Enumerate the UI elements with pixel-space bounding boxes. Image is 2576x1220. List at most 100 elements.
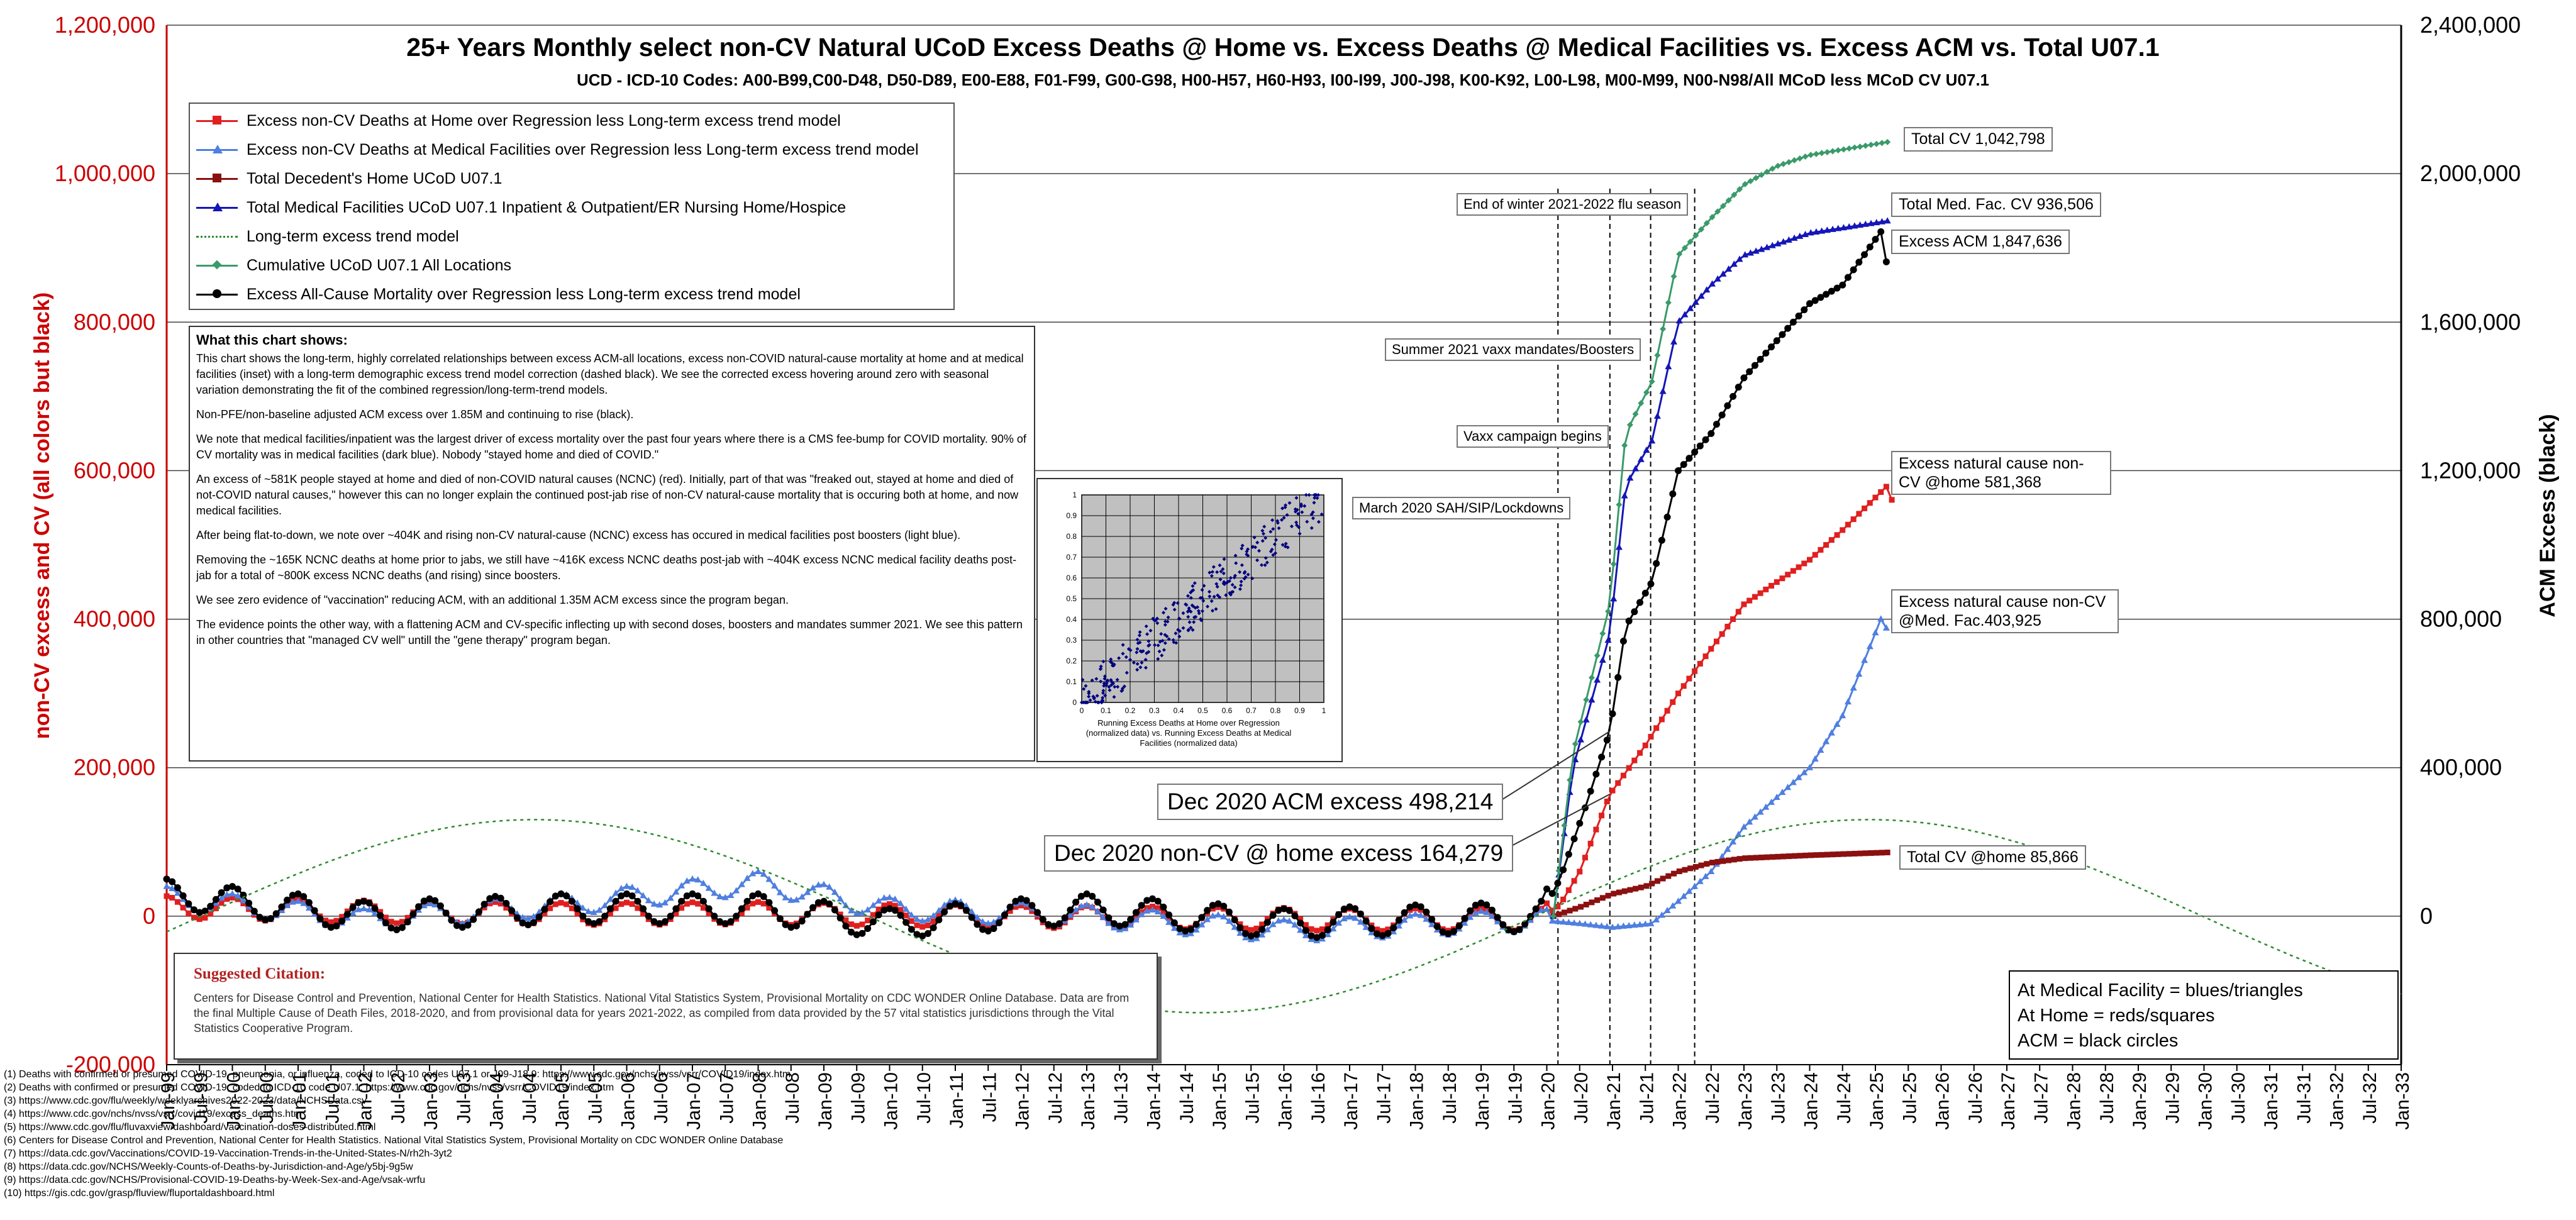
data-point <box>1718 853 1726 860</box>
data-point <box>1611 890 1617 897</box>
explanation-box: What this chart shows: This chart shows … <box>189 326 1035 762</box>
data-point <box>848 907 855 914</box>
explanation-paragraph: Removing the ~165K NCNC deaths at home p… <box>196 553 1017 582</box>
data-point <box>1708 646 1714 652</box>
data-point <box>1594 676 1601 683</box>
inset-data-point <box>1107 685 1111 689</box>
data-point <box>1357 918 1364 925</box>
data-point <box>1851 144 1858 151</box>
inset-data-point <box>1294 523 1299 528</box>
data-point <box>804 911 811 918</box>
data-point <box>1669 490 1677 497</box>
inset-data-point <box>1135 667 1140 672</box>
data-point <box>1784 784 1792 790</box>
data-point <box>618 884 625 891</box>
data-point <box>962 902 970 909</box>
data-point <box>1835 225 1842 231</box>
explanation-paragraph: This chart shows the long-term, highly c… <box>196 352 1024 396</box>
inset-data-point <box>1122 684 1126 689</box>
data-point <box>1713 421 1720 428</box>
data-point <box>360 897 367 905</box>
data-point <box>1764 854 1770 860</box>
inset-data-point <box>1253 545 1258 550</box>
inset-x-tick-label: 0.6 <box>1222 706 1233 715</box>
data-point <box>765 875 773 882</box>
data-point <box>1039 916 1046 923</box>
data-point <box>1807 557 1813 563</box>
data-point <box>426 895 433 902</box>
data-point <box>245 899 253 907</box>
data-point <box>820 897 828 905</box>
data-point <box>897 899 904 906</box>
callout-total-cv-home: Total CV @home 85,866 <box>1899 845 2086 870</box>
data-point <box>952 900 959 907</box>
data-point <box>541 911 548 917</box>
inset-y-tick-label: 0.1 <box>1066 677 1077 686</box>
data-point <box>1675 317 1683 324</box>
data-point <box>930 912 937 919</box>
data-point <box>1379 928 1385 934</box>
x-tick-label: Jan-13 <box>1078 1072 1099 1130</box>
data-point <box>1308 926 1314 932</box>
data-point <box>1637 455 1645 462</box>
legend-label: Excess All-Cause Mortality over Regressi… <box>247 286 801 303</box>
inset-data-point <box>1265 560 1269 565</box>
x-tick-label: Jan-05 <box>552 1072 573 1130</box>
data-point <box>223 890 231 897</box>
data-point <box>1680 461 1687 469</box>
data-point <box>1648 734 1654 740</box>
data-point <box>1818 546 1824 553</box>
inset-data-point <box>1189 609 1193 614</box>
inset-data-point <box>1113 685 1117 689</box>
inset-data-point <box>1166 615 1170 619</box>
inset-data-point <box>1202 584 1206 588</box>
data-point <box>1395 922 1402 929</box>
data-point <box>1231 916 1238 924</box>
data-point <box>541 906 548 913</box>
inset-data-point <box>1221 581 1226 585</box>
data-point <box>645 897 652 904</box>
data-point <box>1828 729 1835 736</box>
inset-data-point <box>1311 516 1315 521</box>
data-point <box>1801 768 1808 775</box>
inset-data-point <box>1087 691 1091 696</box>
data-point <box>1499 921 1507 928</box>
data-point <box>1884 138 1891 145</box>
data-point <box>721 894 729 901</box>
inset-data-point <box>1293 509 1297 514</box>
data-point <box>568 897 575 905</box>
data-point <box>656 901 663 908</box>
data-point <box>1824 851 1830 858</box>
inset-data-point <box>1131 660 1136 665</box>
data-point <box>1176 929 1184 936</box>
inset-data-point <box>1280 506 1285 511</box>
data-point <box>1867 500 1873 506</box>
data-point <box>1632 411 1639 418</box>
data-point <box>475 908 482 916</box>
data-point <box>1670 273 1677 280</box>
data-point <box>1862 142 1869 149</box>
data-point <box>1811 755 1819 762</box>
data-point <box>1132 916 1140 923</box>
data-point <box>1790 568 1796 574</box>
inset-data-point <box>1200 588 1204 592</box>
data-point <box>1253 931 1260 938</box>
inset-x-tick-label: 0.7 <box>1246 706 1257 715</box>
inset-data-point <box>1284 541 1288 546</box>
inset-data-point <box>1270 518 1275 523</box>
data-point <box>1072 906 1080 913</box>
data-point <box>1774 240 1782 247</box>
data-point <box>738 905 745 912</box>
data-point <box>1598 753 1606 761</box>
data-point <box>513 914 521 921</box>
inset-data-point <box>1192 620 1196 624</box>
data-point <box>442 909 450 917</box>
inset-scatter-plot: 0 1 0.1 0.9 0.2 0.8 0.3 0.7 0.4 0.6 0.5 0.5 0.6 0.4 0.… <box>1066 491 1326 715</box>
data-point <box>1724 402 1731 409</box>
inset-y-tick-label: 0.9 <box>1066 511 1077 520</box>
data-point <box>804 889 811 896</box>
inset-data-point <box>1108 688 1112 692</box>
data-point <box>875 897 882 904</box>
explanation-paragraph: We note that medical facilities/inpatien… <box>196 433 1026 461</box>
inset-data-point <box>1102 674 1107 679</box>
